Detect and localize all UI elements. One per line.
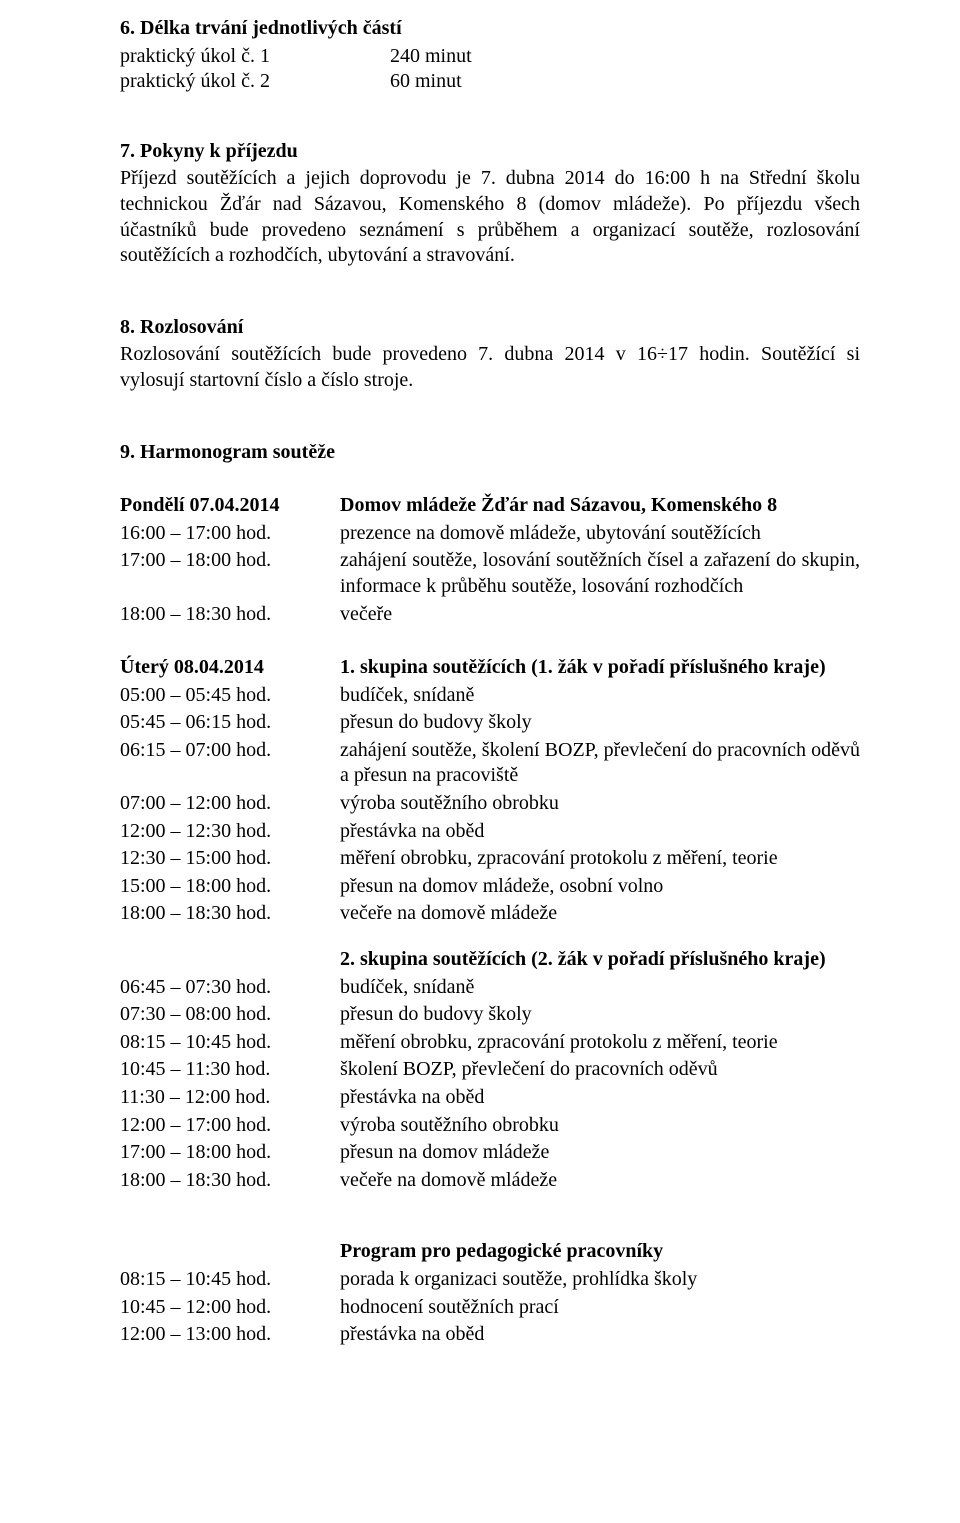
section8-heading: 8. Rozlosování xyxy=(120,315,860,341)
schedule-time: 06:15 – 07:00 hod. xyxy=(120,738,340,789)
schedule-time: 05:00 – 05:45 hod. xyxy=(120,683,340,709)
schedule-text: přesun do budovy školy xyxy=(340,710,860,736)
section6-row-label: praktický úkol č. 1 xyxy=(120,44,390,70)
day2-title-row: Úterý 08.04.2014 1. skupina soutěžících … xyxy=(120,655,860,681)
schedule-row: 05:00 – 05:45 hod. budíček, snídaně xyxy=(120,683,860,709)
day2-group2-title: 2. skupina soutěžících (2. žák v pořadí … xyxy=(340,947,860,973)
schedule-text: výroba soutěžního obrobku xyxy=(340,1113,860,1139)
schedule-time: 11:30 – 12:00 hod. xyxy=(120,1085,340,1111)
schedule-row: 10:45 – 12:00 hod. hodnocení soutěžních … xyxy=(120,1295,860,1321)
schedule-row: 12:00 – 17:00 hod. výroba soutěžního obr… xyxy=(120,1113,860,1139)
schedule-time: 10:45 – 11:30 hod. xyxy=(120,1057,340,1083)
section7-text: Příjezd soutěžících a jejich doprovodu j… xyxy=(120,166,860,268)
schedule-time: 12:30 – 15:00 hod. xyxy=(120,846,340,872)
schedule-time: 05:45 – 06:15 hod. xyxy=(120,710,340,736)
schedule-time: 18:00 – 18:30 hod. xyxy=(120,901,340,927)
schedule-row: 06:45 – 07:30 hod. budíček, snídaně xyxy=(120,975,860,1001)
section6-row-value: 240 minut xyxy=(390,44,860,70)
schedule-row: 17:00 – 18:00 hod. přesun na domov mláde… xyxy=(120,1140,860,1166)
schedule-row: 18:00 – 18:30 hod. večeře xyxy=(120,602,860,628)
schedule-row: 17:00 – 18:00 hod. zahájení soutěže, los… xyxy=(120,548,860,599)
section8-text: Rozlosování soutěžících bude provedeno 7… xyxy=(120,342,860,393)
schedule-time: 12:00 – 13:00 hod. xyxy=(120,1322,340,1348)
schedule-text: zahájení soutěže, losování soutěžních čí… xyxy=(340,548,860,599)
schedule-text: prezence na domově mládeže, ubytování so… xyxy=(340,521,860,547)
schedule-text: přestávka na oběd xyxy=(340,1322,860,1348)
schedule-time: 08:15 – 10:45 hod. xyxy=(120,1267,340,1293)
schedule-row: 12:30 – 15:00 hod. měření obrobku, zprac… xyxy=(120,846,860,872)
schedule-text: přesun na domov mládeže xyxy=(340,1140,860,1166)
schedule-time: 15:00 – 18:00 hod. xyxy=(120,874,340,900)
schedule-row: 18:00 – 18:30 hod. večeře na domově mlád… xyxy=(120,901,860,927)
schedule-text: budíček, snídaně xyxy=(340,683,860,709)
schedule-text: večeře na domově mládeže xyxy=(340,1168,860,1194)
schedule-row: 07:30 – 08:00 hod. přesun do budovy škol… xyxy=(120,1002,860,1028)
schedule-time: 12:00 – 12:30 hod. xyxy=(120,819,340,845)
section9-heading: 9. Harmonogram soutěže xyxy=(120,440,860,466)
schedule-text: školení BOZP, převlečení do pracovních o… xyxy=(340,1057,860,1083)
schedule-row: 05:45 – 06:15 hod. přesun do budovy škol… xyxy=(120,710,860,736)
empty-time xyxy=(120,947,340,973)
program-title-row: Program pro pedagogické pracovníky xyxy=(120,1239,860,1265)
schedule-text: hodnocení soutěžních prací xyxy=(340,1295,860,1321)
schedule-text: přesun do budovy školy xyxy=(340,1002,860,1028)
schedule-time: 07:00 – 12:00 hod. xyxy=(120,791,340,817)
schedule-text: měření obrobku, zpracování protokolu z m… xyxy=(340,846,860,872)
schedule-row: 07:00 – 12:00 hod. výroba soutěžního obr… xyxy=(120,791,860,817)
schedule-row: 15:00 – 18:00 hod. přesun na domov mláde… xyxy=(120,874,860,900)
schedule-row: 16:00 – 17:00 hod. prezence na domově ml… xyxy=(120,521,860,547)
schedule-text: porada k organizaci soutěže, prohlídka š… xyxy=(340,1267,860,1293)
section7-heading: 7. Pokyny k příjezdu xyxy=(120,139,860,165)
schedule-row: 06:15 – 07:00 hod. zahájení soutěže, ško… xyxy=(120,738,860,789)
schedule-time: 17:00 – 18:00 hod. xyxy=(120,548,340,599)
schedule-text: budíček, snídaně xyxy=(340,975,860,1001)
section6-row-value: 60 minut xyxy=(390,69,860,95)
day1-title-text: Domov mládeže Žďár nad Sázavou, Komenské… xyxy=(340,493,860,519)
section6-row: praktický úkol č. 2 60 minut xyxy=(120,69,860,95)
schedule-time: 18:00 – 18:30 hod. xyxy=(120,602,340,628)
schedule-time: 12:00 – 17:00 hod. xyxy=(120,1113,340,1139)
schedule-row: 12:00 – 13:00 hod. přestávka na oběd xyxy=(120,1322,860,1348)
section6-row-label: praktický úkol č. 2 xyxy=(120,69,390,95)
schedule-time: 07:30 – 08:00 hod. xyxy=(120,1002,340,1028)
schedule-text: večeře xyxy=(340,602,860,628)
schedule-time: 16:00 – 17:00 hod. xyxy=(120,521,340,547)
day1-title-time: Pondělí 07.04.2014 xyxy=(120,493,340,519)
schedule-text: přesun na domov mládeže, osobní volno xyxy=(340,874,860,900)
schedule-text: výroba soutěžního obrobku xyxy=(340,791,860,817)
schedule-row: 08:15 – 10:45 hod. měření obrobku, zprac… xyxy=(120,1030,860,1056)
schedule-time: 08:15 – 10:45 hod. xyxy=(120,1030,340,1056)
schedule-time: 10:45 – 12:00 hod. xyxy=(120,1295,340,1321)
schedule-time: 17:00 – 18:00 hod. xyxy=(120,1140,340,1166)
schedule-row: 08:15 – 10:45 hod. porada k organizaci s… xyxy=(120,1267,860,1293)
day2-group2-title-row: 2. skupina soutěžících (2. žák v pořadí … xyxy=(120,947,860,973)
empty-time xyxy=(120,1239,340,1265)
schedule-row: 11:30 – 12:00 hod. přestávka na oběd xyxy=(120,1085,860,1111)
day2-group1-title: 1. skupina soutěžících (1. žák v pořadí … xyxy=(340,655,860,681)
schedule-text: měření obrobku, zpracování protokolu z m… xyxy=(340,1030,860,1056)
schedule-text: přestávka na oběd xyxy=(340,1085,860,1111)
schedule-row: 10:45 – 11:30 hod. školení BOZP, převleč… xyxy=(120,1057,860,1083)
schedule-text: zahájení soutěže, školení BOZP, převleče… xyxy=(340,738,860,789)
schedule-text: večeře na domově mládeže xyxy=(340,901,860,927)
day1-title-row: Pondělí 07.04.2014 Domov mládeže Žďár na… xyxy=(120,493,860,519)
section6-heading: 6. Délka trvání jednotlivých částí xyxy=(120,16,860,42)
section6-row: praktický úkol č. 1 240 minut xyxy=(120,44,860,70)
day2-title-time: Úterý 08.04.2014 xyxy=(120,655,340,681)
schedule-time: 06:45 – 07:30 hod. xyxy=(120,975,340,1001)
schedule-row: 18:00 – 18:30 hod. večeře na domově mlád… xyxy=(120,1168,860,1194)
schedule-row: 12:00 – 12:30 hod. přestávka na oběd xyxy=(120,819,860,845)
program-title: Program pro pedagogické pracovníky xyxy=(340,1239,860,1265)
schedule-text: přestávka na oběd xyxy=(340,819,860,845)
schedule-time: 18:00 – 18:30 hod. xyxy=(120,1168,340,1194)
